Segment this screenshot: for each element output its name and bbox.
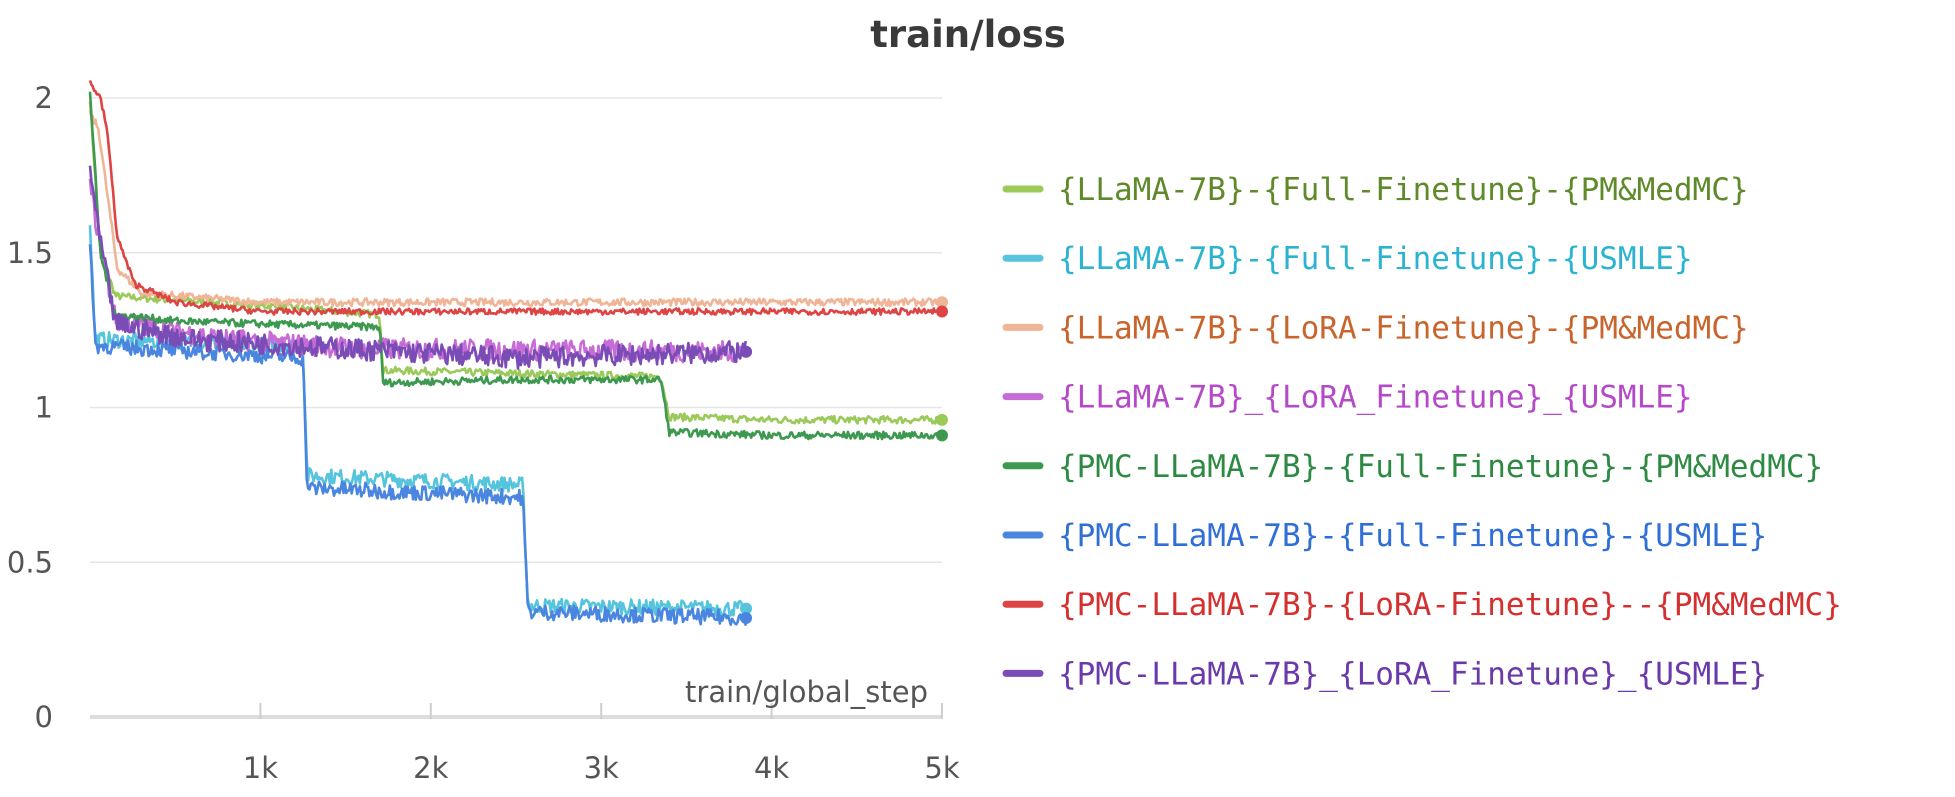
series-end-point (936, 305, 948, 318)
y-tick-label: 0 (35, 700, 53, 734)
legend-label: {LLaMA-7B}-{Full-Finetune}-{PM&MedMC} (1058, 172, 1749, 208)
legend-item[interactable]: {LLaMA-7B}-{LoRA-Finetune}-{PM&MedMC} (1002, 310, 1749, 346)
x-tick-label: 3k (584, 751, 619, 785)
legend-item[interactable]: {PMC-LLaMA-7B}-{LoRA-Finetune}--{PM&MedM… (1002, 587, 1842, 623)
x-tick-label: 1k (243, 751, 278, 785)
legend-label: {PMC-LLaMA-7B}-{Full-Finetune}-{USMLE} (1058, 518, 1767, 554)
legend-label: {PMC-LLaMA-7B}-{LoRA-Finetune}--{PM&MedM… (1058, 587, 1842, 623)
axes: 0 0.5 1 1.5 2 1k 2k 3k 4k 5k (7, 81, 960, 785)
series-end-point (936, 413, 948, 426)
legend-item[interactable]: {PMC-LLaMA-7B}_{LoRA_Finetune}_{USMLE} (1002, 656, 1767, 692)
series-line (88, 225, 747, 617)
legend-label: {LLaMA-7B}-{LoRA-Finetune}-{PM&MedMC} (1058, 310, 1749, 346)
legend-label: {LLaMA-7B}_{LoRA_Finetune}_{USMLE} (1058, 380, 1693, 416)
x-tick-label: 2k (413, 751, 448, 785)
series-line (88, 244, 747, 626)
x-tick-label: 4k (754, 751, 789, 785)
legend[interactable]: {LLaMA-7B}-{Full-Finetune}-{PM&MedMC} {LL… (1002, 172, 1842, 692)
y-tick-label: 0.5 (7, 545, 53, 579)
series-line (88, 101, 944, 425)
legend-item[interactable]: {LLaMA-7B}-{Full-Finetune}-{USMLE} (1002, 241, 1693, 277)
legend-label: {LLaMA-7B}-{Full-Finetune}-{USMLE} (1058, 241, 1693, 277)
series-lines (88, 79, 948, 626)
grid (90, 97, 942, 563)
legend-item[interactable]: {LLaMA-7B}_{LoRA_Finetune}_{USMLE} (1002, 380, 1693, 416)
x-axis-label: train/global_step (685, 675, 928, 709)
series-line (88, 178, 747, 364)
series-line (88, 109, 944, 308)
y-tick-label: 2 (35, 81, 53, 115)
series-end-point (936, 429, 948, 442)
series-end-point (740, 602, 753, 615)
series-line (88, 91, 944, 441)
y-tick-label: 1 (35, 391, 53, 425)
series-line (88, 165, 747, 370)
legend-item[interactable]: {PMC-LLaMA-7B}-{Full-Finetune}-{PM&MedMC… (1002, 449, 1823, 485)
series-line (88, 79, 944, 316)
series-end-point (740, 345, 753, 358)
legend-item[interactable]: {PMC-LLaMA-7B}-{Full-Finetune}-{USMLE} (1002, 518, 1767, 554)
series-end-point (740, 611, 753, 624)
x-tick-label: 5k (924, 751, 959, 785)
legend-item[interactable]: {LLaMA-7B}-{Full-Finetune}-{PM&MedMC} (1002, 172, 1749, 208)
series-end-point (936, 296, 948, 309)
legend-label: {PMC-LLaMA-7B}_{LoRA_Finetune}_{USMLE} (1058, 656, 1767, 692)
y-tick-label: 1.5 (7, 236, 53, 270)
legend-label: {PMC-LLaMA-7B}-{Full-Finetune}-{PM&MedMC… (1058, 449, 1823, 485)
chart-title: train/loss (870, 13, 1066, 56)
